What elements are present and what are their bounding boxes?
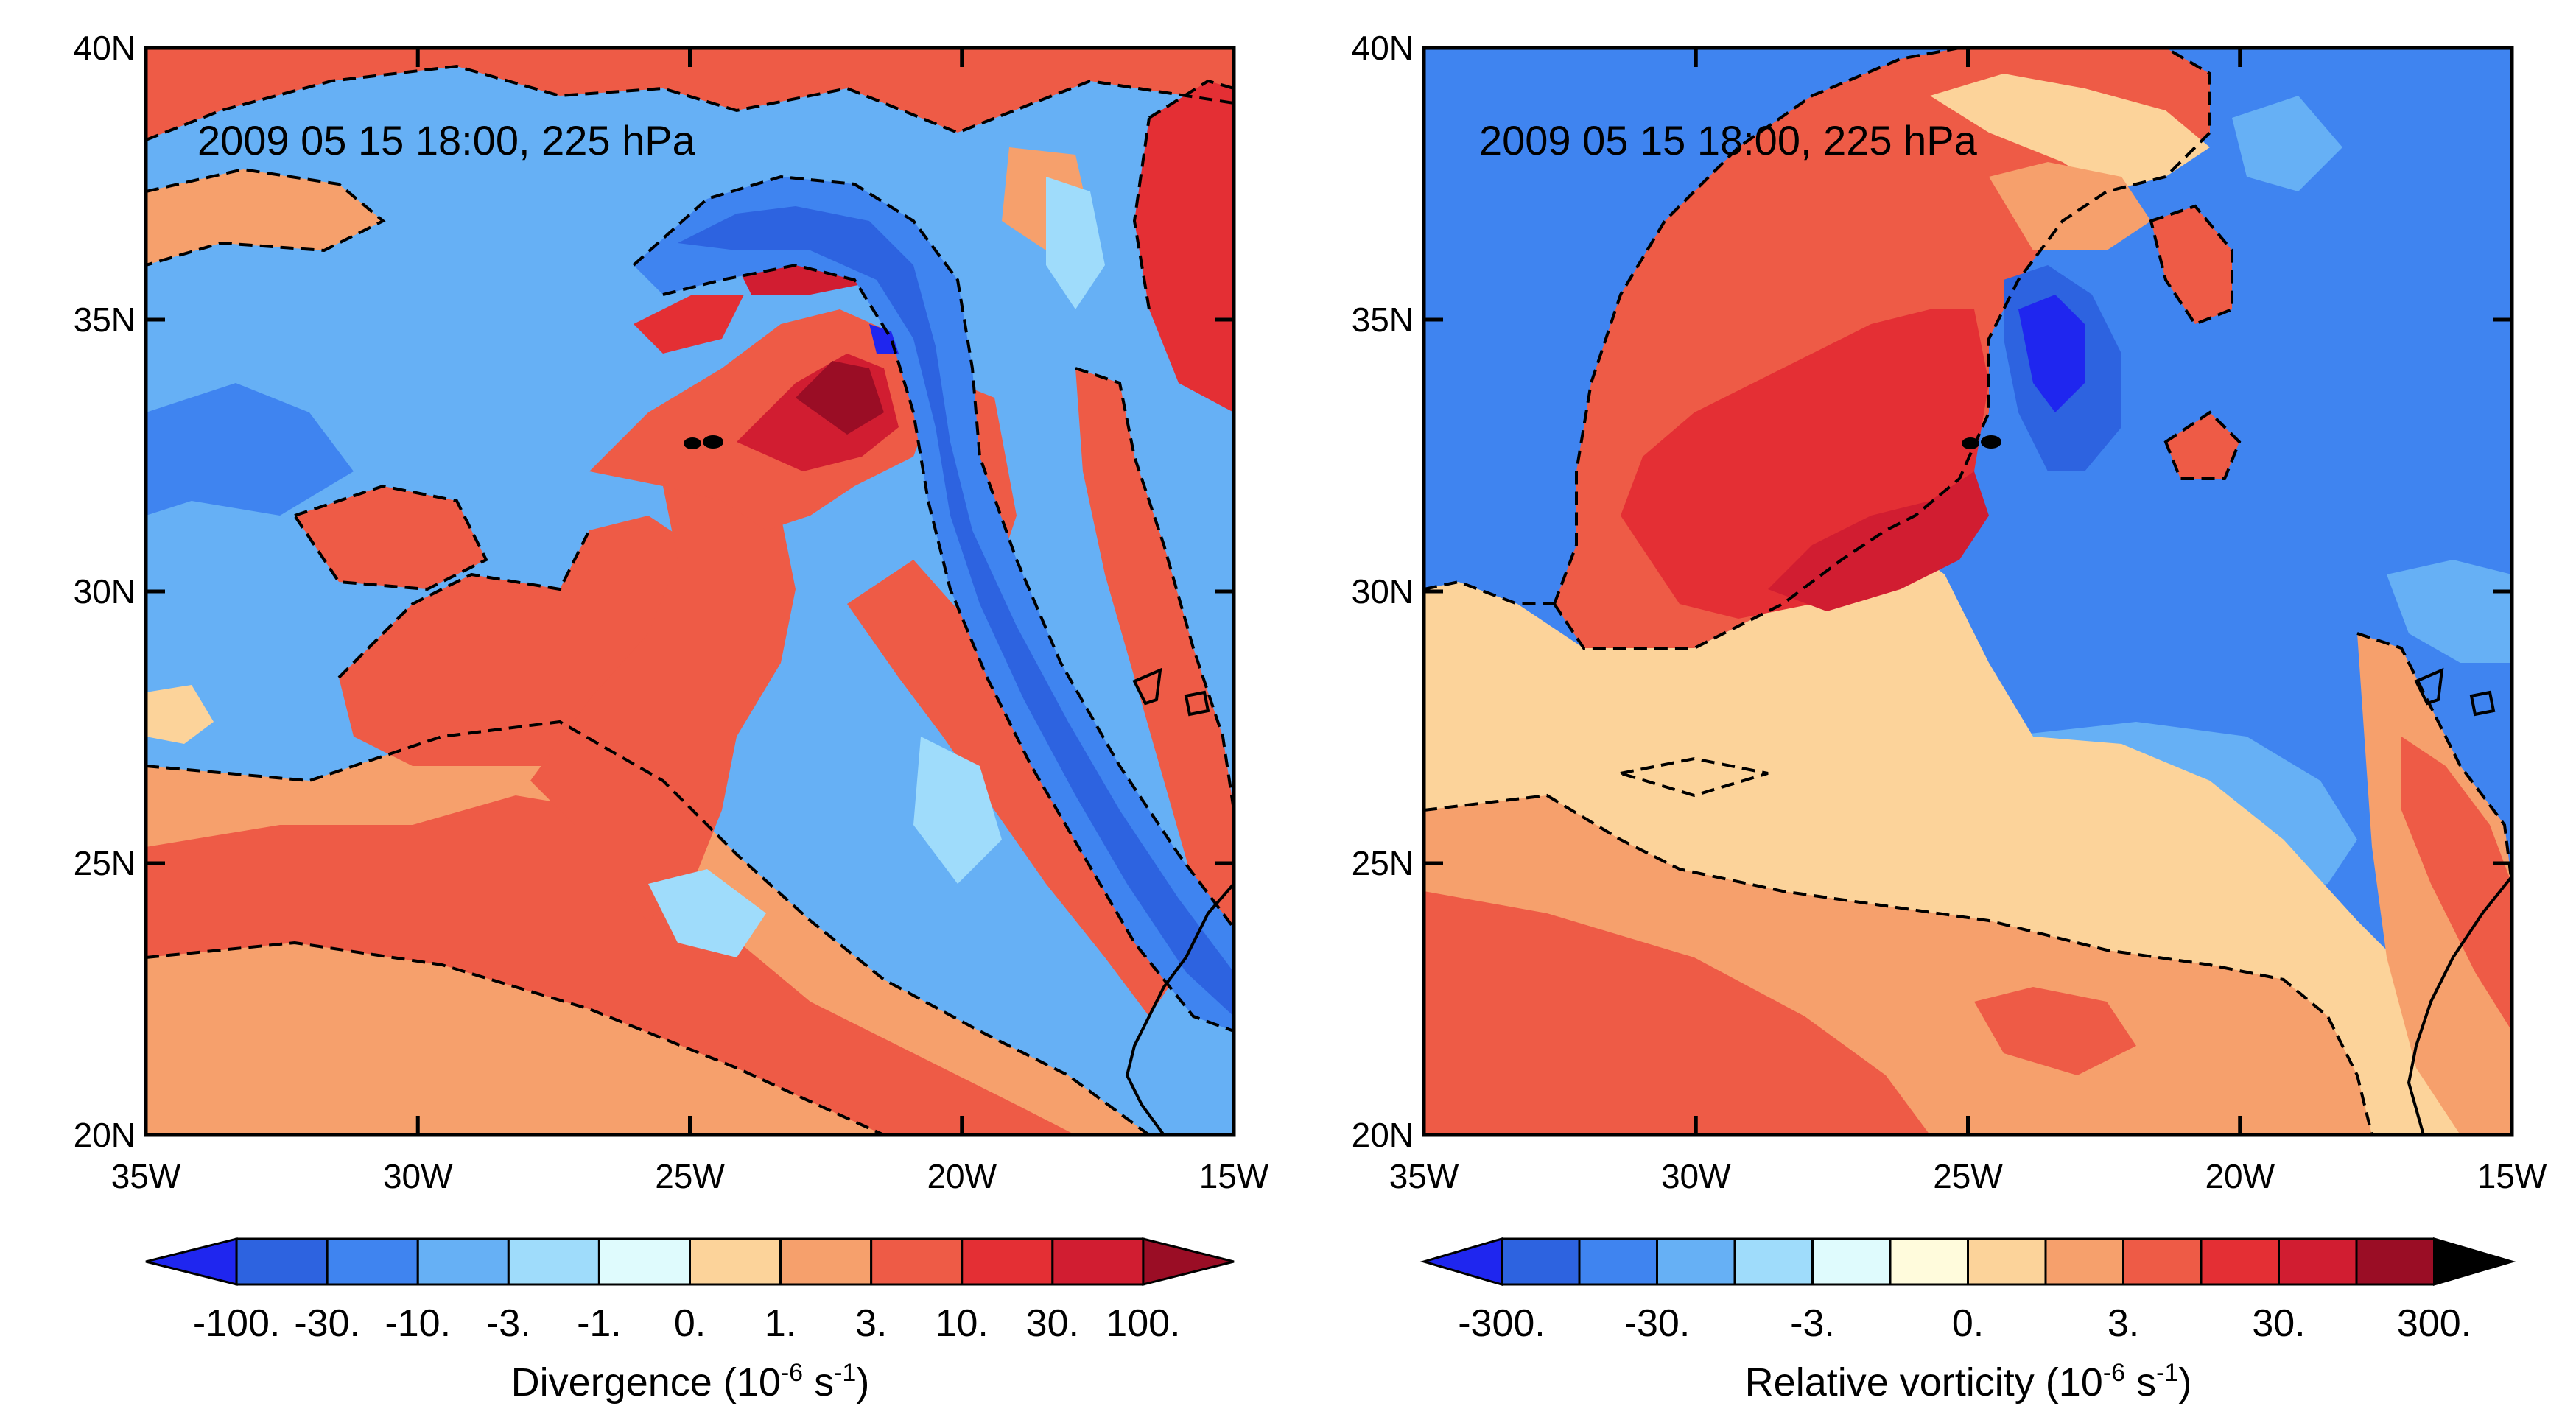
divergence-colorbar-title-exp2: -1 bbox=[834, 1359, 856, 1387]
divergence-colorbar-bin bbox=[779, 1237, 873, 1286]
vorticity-colorbar-max-triangle bbox=[2433, 1237, 2516, 1287]
divergence-x-tick-label: 25W bbox=[655, 1157, 725, 1195]
divergence-coastline bbox=[1125, 667, 1234, 1135]
vorticity-colorbar-min-triangle bbox=[1419, 1237, 1503, 1287]
vorticity-colorbar-title-unit: s bbox=[2125, 1360, 2156, 1405]
divergence-y-tick-label: 35N bbox=[74, 300, 136, 339]
vorticity-x-tick-label: 15W bbox=[2477, 1157, 2547, 1195]
vorticity-colorbar-tick-label: 3. bbox=[2108, 1302, 2139, 1345]
vorticity-colorbar-title: Relative vorticity (10-6 s-1) bbox=[1745, 1359, 2192, 1405]
divergence-colorbar-title-end: ) bbox=[856, 1360, 869, 1405]
divergence-x-tick-label: 15W bbox=[1199, 1157, 1269, 1195]
vorticity-y-tick-label: 20N bbox=[1352, 1116, 1414, 1154]
vorticity-colorbar-bin bbox=[2355, 1237, 2435, 1286]
divergence-colorbar-tick-label: 100. bbox=[1106, 1302, 1180, 1345]
vorticity-x-tick-label: 25W bbox=[1933, 1157, 2003, 1195]
vorticity-colorbar-bin bbox=[1578, 1237, 1658, 1286]
vorticity-colorbar-title-main: Relative vorticity (10 bbox=[1745, 1360, 2103, 1405]
vorticity-colorbar-title-exp: -6 bbox=[2103, 1359, 2125, 1387]
divergence-colorbar-tick-label: 10. bbox=[936, 1302, 989, 1345]
vorticity-colorbar-tick-label: 30. bbox=[2252, 1302, 2305, 1345]
divergence-colorbar-bin bbox=[961, 1237, 1054, 1286]
vorticity-colorbar-bin bbox=[1501, 1237, 1581, 1286]
divergence-colorbar-bin bbox=[689, 1237, 782, 1286]
vorticity-x-tick-label: 35W bbox=[1389, 1157, 1459, 1195]
vorticity-colorbar-tick-label: 300. bbox=[2397, 1302, 2471, 1345]
divergence-colorbar-tick-label: -100. bbox=[193, 1302, 281, 1345]
divergence-colorbar-bin bbox=[507, 1237, 600, 1286]
vorticity-colorbar-bin bbox=[2044, 1237, 2124, 1286]
vorticity-colorbar-bin bbox=[1967, 1237, 2047, 1286]
vorticity-colorbar-bin bbox=[1656, 1237, 1736, 1286]
divergence-colorbar-title: Divergence (10-6 s-1) bbox=[511, 1359, 870, 1405]
divergence-colorbar-tick-label: -30. bbox=[294, 1302, 360, 1345]
vorticity-y-tick-label: 40N bbox=[1352, 29, 1414, 67]
vorticity-marker-dots bbox=[1962, 435, 2001, 449]
vorticity-colorbar-tick-label: -30. bbox=[1624, 1302, 1691, 1345]
divergence-colorbar-tick-label: -1. bbox=[577, 1302, 622, 1345]
vorticity-colorbar-bin bbox=[1889, 1237, 1969, 1286]
divergence-map-title: 2009 05 15 18:00, 225 hPa bbox=[197, 117, 696, 164]
divergence-colorbar-bin bbox=[597, 1237, 692, 1286]
divergence-x-tick-label: 30W bbox=[383, 1157, 453, 1195]
divergence-colorbar-tick-label: 0. bbox=[674, 1302, 706, 1345]
divergence-y-tick-label: 40N bbox=[74, 29, 136, 67]
divergence-colorbar-title-unit: s bbox=[803, 1360, 834, 1405]
vorticity-colorbar-bin bbox=[1733, 1237, 1814, 1286]
divergence-y-tick-label: 20N bbox=[74, 1116, 136, 1154]
vorticity-y-tick-label: 30N bbox=[1352, 572, 1414, 611]
vorticity-zero-contours bbox=[1424, 48, 2512, 1135]
vorticity-colorbar-bin bbox=[1811, 1237, 1892, 1286]
divergence-x-tick-label: 20W bbox=[927, 1157, 997, 1195]
divergence-colorbar-tick-label: -10. bbox=[385, 1302, 451, 1345]
divergence-colorbar-title-main: Divergence (10 bbox=[511, 1360, 781, 1405]
vorticity-field bbox=[1424, 48, 2512, 1135]
divergence-colorbar-bin bbox=[870, 1237, 964, 1286]
divergence-y-tick-label: 30N bbox=[74, 572, 136, 611]
vorticity-colorbar: -300. -30. -3. 0. 3. 30. 300. bbox=[1419, 1237, 2516, 1345]
divergence-y-tick-label: 25N bbox=[74, 844, 136, 882]
vorticity-map-title: 2009 05 15 18:00, 225 hPa bbox=[1479, 117, 1978, 164]
vorticity-coastline bbox=[2407, 667, 2512, 1135]
vorticity-axis-ticks: 35W 30W 25W 20W 15W 40N 35N 30N 25N 20N bbox=[1352, 29, 2547, 1195]
divergence-colorbar-tick-label: 3. bbox=[855, 1302, 887, 1345]
divergence-x-tick-label: 35W bbox=[111, 1157, 181, 1195]
divergence-colorbar-tick-label: -3. bbox=[486, 1302, 531, 1345]
vorticity-x-tick-label: 30W bbox=[1661, 1157, 1731, 1195]
vorticity-colorbar-bin bbox=[2200, 1237, 2280, 1286]
divergence-marker-dots bbox=[684, 435, 723, 449]
vorticity-y-tick-label: 35N bbox=[1352, 300, 1414, 339]
divergence-colorbar-bin bbox=[235, 1237, 329, 1286]
vorticity-colorbar-tick-label: 0. bbox=[1952, 1302, 1984, 1345]
divergence-colorbar-bin bbox=[326, 1237, 419, 1286]
vorticity-colorbar-bin bbox=[2278, 1237, 2358, 1286]
vorticity-colorbar-tick-label: -3. bbox=[1790, 1302, 1835, 1345]
divergence-colorbar-min-triangle bbox=[145, 1237, 238, 1286]
divergence-zero-contours bbox=[146, 64, 1234, 1135]
divergence-colorbar: -100. -30. -10. -3. -1. 0. 1. 3. 10. 30. 100. bbox=[145, 1237, 1235, 1345]
divergence-map-panel: 2009 05 15 18:00, 225 hPa 35W 30W 25W 20W 15… bbox=[74, 29, 1269, 1195]
vorticity-map-panel: 2009 05 15 18:00, 225 hPa 35W 30W 25W 20W 15… bbox=[1352, 29, 2547, 1195]
divergence-field bbox=[146, 48, 1234, 1135]
divergence-colorbar-bin bbox=[1051, 1237, 1145, 1286]
divergence-axis-ticks: 35W 30W 25W 20W 15W 40N 35N 30N 25N 20N bbox=[74, 29, 1269, 1195]
divergence-colorbar-max-triangle bbox=[1142, 1237, 1235, 1286]
vorticity-colorbar-tick-label: -300. bbox=[1458, 1302, 1545, 1345]
vorticity-colorbar-bin bbox=[2122, 1237, 2203, 1286]
divergence-colorbar-tick-label: 30. bbox=[1026, 1302, 1079, 1345]
divergence-colorbar-title-exp: -6 bbox=[781, 1359, 803, 1387]
vorticity-y-tick-label: 25N bbox=[1352, 844, 1414, 882]
vorticity-colorbar-title-exp2: -1 bbox=[2156, 1359, 2178, 1387]
vorticity-colorbar-title-end: ) bbox=[2178, 1360, 2191, 1405]
vorticity-x-tick-label: 20W bbox=[2205, 1157, 2275, 1195]
divergence-colorbar-tick-label: 1. bbox=[765, 1302, 796, 1345]
divergence-colorbar-bin bbox=[416, 1237, 510, 1286]
